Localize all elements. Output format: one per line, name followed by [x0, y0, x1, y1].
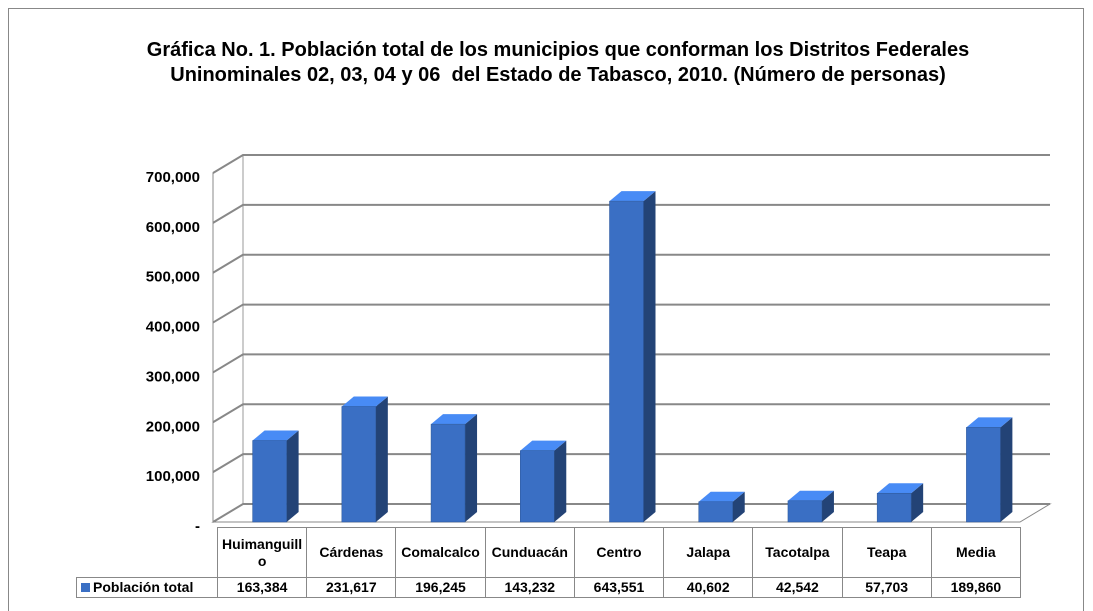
category-cell-text: Cunduacán	[491, 544, 568, 560]
bar-side	[1000, 417, 1013, 522]
grid-line	[212, 154, 1050, 174]
value-cell: 40,602	[663, 577, 754, 598]
back-wall	[212, 154, 244, 523]
category-cell-text: Jalapa	[686, 544, 731, 560]
bar	[609, 200, 644, 523]
y-tick-label: 600,000	[146, 219, 200, 236]
category-cell: Comalcalco	[395, 527, 486, 578]
bar-side	[375, 396, 388, 522]
bar	[341, 406, 377, 523]
category-cell: Cárdenas	[306, 527, 397, 578]
category-cell: Huimanguillo	[217, 527, 308, 578]
legend-cell: Población total	[76, 577, 218, 598]
value-cell-text: 231,617	[326, 579, 377, 595]
bar-side	[554, 440, 567, 522]
value-cell: 196,245	[395, 577, 486, 598]
value-cell-text: 196,245	[415, 579, 466, 595]
category-cell: Media	[930, 527, 1021, 578]
category-cell-text: Teapa	[866, 544, 907, 560]
bar-top	[698, 491, 745, 502]
bar	[698, 501, 733, 523]
value-cell-text: 57,703	[865, 579, 909, 595]
category-cell: Jalapa	[663, 527, 754, 578]
chart-title: Gráfica No. 1. Población total de los mu…	[146, 39, 975, 86]
chart-frame	[8, 8, 1084, 611]
category-cell: Cunduacán	[484, 527, 575, 578]
category-cell-text: Centro	[596, 544, 642, 560]
bar-top	[520, 440, 567, 451]
value-cell: 42,542	[752, 577, 843, 598]
value-cell: 643,551	[573, 577, 665, 598]
value-cell-text: 143,232	[504, 579, 556, 595]
legend-label: Población total	[93, 579, 194, 595]
bar-side	[465, 414, 478, 522]
category-cell: Teapa	[841, 527, 932, 578]
bar-top	[431, 414, 478, 425]
bar-side	[821, 490, 834, 522]
category-cell-text: Cárdenas	[319, 544, 384, 560]
bar-side	[911, 483, 924, 522]
bar-top	[787, 490, 834, 501]
value-cell: 57,703	[841, 577, 932, 598]
y-tick-label: 200,000	[146, 418, 200, 435]
bar-top	[966, 417, 1013, 428]
bar-top	[609, 191, 656, 202]
category-cell: Centro	[573, 527, 665, 578]
bar-top	[252, 430, 299, 441]
value-cell-text: 189,860	[950, 579, 1002, 595]
grid-line	[212, 303, 1050, 324]
y-tick-label: -	[195, 518, 200, 535]
bar-top	[341, 396, 388, 407]
category-cell-text: Tacotalpa	[765, 544, 830, 560]
bar	[520, 450, 555, 523]
grid-line	[212, 203, 1050, 224]
y-tick-label: 300,000	[146, 368, 200, 385]
value-cell-text: 163,384	[236, 579, 288, 595]
y-tick-label: 500,000	[146, 269, 200, 286]
grid-line	[212, 403, 1050, 424]
legend-swatch	[81, 583, 90, 592]
y-tick-label: 400,000	[146, 319, 200, 336]
bar	[966, 427, 1001, 523]
value-cell-text: 643,551	[593, 579, 645, 595]
grid-line	[212, 503, 1050, 523]
value-cell-text: 40,602	[686, 579, 730, 595]
bar	[430, 423, 466, 523]
category-cell-text: Media	[956, 544, 996, 560]
grid-line	[212, 353, 1050, 374]
value-cell: 163,384	[217, 577, 308, 598]
bar-side	[732, 491, 745, 522]
bar	[252, 440, 287, 523]
bar-side	[643, 191, 656, 522]
bar	[787, 500, 823, 523]
category-cell-text: Huimanguillo	[222, 535, 303, 569]
grid-line	[212, 453, 1050, 474]
category-cell-text: Comalcalco	[401, 544, 480, 560]
grid-line	[212, 253, 1050, 274]
value-cell: 231,617	[306, 577, 397, 598]
y-tick-label: 100,000	[146, 468, 200, 485]
bar-top	[877, 483, 924, 494]
bar-side	[286, 430, 299, 522]
y-tick-label: 700,000	[146, 169, 200, 186]
value-cell: 189,860	[930, 577, 1021, 598]
category-cell: Tacotalpa	[752, 527, 843, 578]
value-cell: 143,232	[484, 577, 575, 598]
bar	[876, 492, 912, 523]
value-cell-text: 42,542	[776, 579, 819, 595]
